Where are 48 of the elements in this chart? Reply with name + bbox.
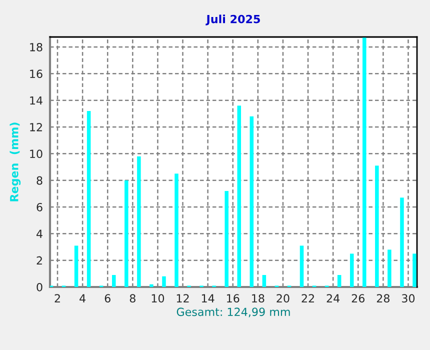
bar <box>86 111 91 287</box>
bar <box>150 284 154 287</box>
y-tick-label: 16 <box>30 70 42 78</box>
y-tick-label: 4 <box>36 230 42 238</box>
x-tick-label: 10 <box>152 294 164 303</box>
bar <box>300 246 304 287</box>
x-tick-label: 20 <box>276 294 290 303</box>
chart-title: Juli 2025 <box>206 14 260 26</box>
x-tick-label: 4 <box>80 294 86 302</box>
y-tick-label: 0 <box>36 282 42 292</box>
bar <box>375 166 379 287</box>
x-tick-label: 22 <box>302 294 314 302</box>
x-tick-label: 14 <box>202 294 214 302</box>
x-tick-label: 30 <box>402 294 415 303</box>
bar <box>337 275 342 287</box>
bar <box>162 276 166 287</box>
x-tick-label: 24 <box>326 294 340 302</box>
y-tick-label: 8 <box>36 176 42 185</box>
bar <box>350 254 354 287</box>
bar <box>262 275 266 287</box>
bar <box>74 246 78 287</box>
x-tick-label: 28 <box>376 294 390 303</box>
x-axis-title: Gesamt: 124,99 mm <box>176 308 290 318</box>
x-tick-label: 12 <box>176 294 189 302</box>
bar <box>362 38 366 287</box>
bar <box>388 250 392 287</box>
bar <box>174 174 178 287</box>
y-tick-label: 14 <box>30 96 42 105</box>
bar <box>124 180 128 287</box>
y-tick-label: 6 <box>36 202 42 212</box>
bar <box>224 191 228 287</box>
x-tick-label: 8 <box>130 294 136 303</box>
y-tick-label: 10 <box>30 150 42 158</box>
x-tick-label: 16 <box>227 294 240 303</box>
bar <box>412 254 416 287</box>
x-tick-label: 26 <box>352 294 364 303</box>
x-tick-label: 6 <box>104 294 110 303</box>
y-tick-label: 12 <box>30 122 42 132</box>
y-axis-title: Regen (mm) <box>10 122 21 202</box>
x-tick-label: 18 <box>252 294 264 303</box>
bar <box>112 275 116 287</box>
y-tick-label: 2 <box>36 256 42 265</box>
bar <box>137 156 141 287</box>
y-tick-label: 18 <box>30 42 42 52</box>
bar <box>250 116 254 287</box>
bar <box>400 198 404 287</box>
x-tick-label: 2 <box>54 294 60 302</box>
bar <box>237 106 242 287</box>
